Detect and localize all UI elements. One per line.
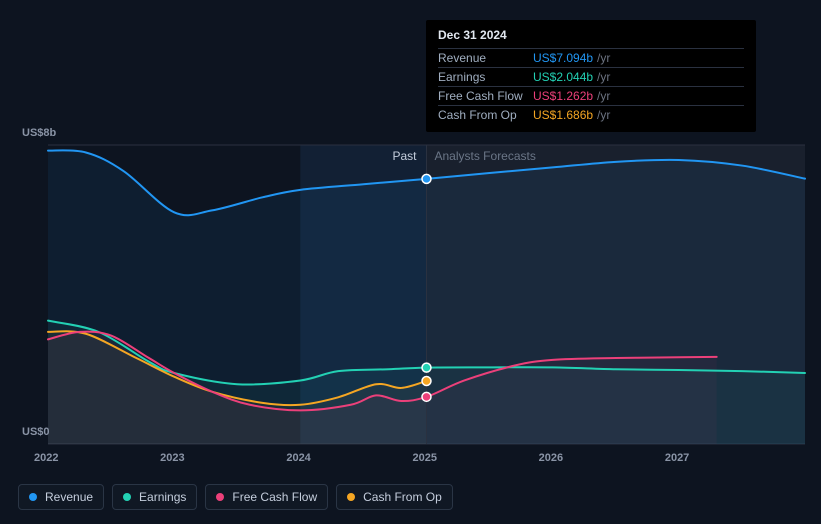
y-axis-label: US$0	[22, 426, 50, 438]
tooltip-row: EarningsUS$2.044b/yr	[438, 67, 744, 86]
tooltip-row-unit: /yr	[597, 70, 610, 84]
chart-container: Dec 31 2024 RevenueUS$7.094b/yrEarningsU…	[0, 0, 821, 524]
x-axis-label: 2026	[539, 452, 563, 464]
x-axis-label: 2024	[286, 452, 310, 464]
legend-item-fcf[interactable]: Free Cash Flow	[205, 484, 328, 510]
legend: Revenue Earnings Free Cash Flow Cash From O…	[18, 484, 453, 510]
legend-item-earnings[interactable]: Earnings	[112, 484, 197, 510]
tooltip-row: RevenueUS$7.094b/yr	[438, 48, 744, 67]
y-axis-label: US$8b	[22, 127, 56, 139]
x-axis-label: 2023	[160, 452, 184, 464]
tooltip-row: Free Cash FlowUS$1.262b/yr	[438, 86, 744, 105]
tooltip-date: Dec 31 2024	[438, 28, 744, 48]
x-axis-label: 2022	[34, 452, 58, 464]
tooltip-row-label: Cash From Op	[438, 108, 533, 122]
legend-item-label: Revenue	[45, 490, 93, 504]
legend-item-label: Cash From Op	[363, 490, 442, 504]
legend-item-cash_from_op[interactable]: Cash From Op	[336, 484, 453, 510]
x-axis-label: 2027	[665, 452, 689, 464]
tooltip-row-label: Revenue	[438, 51, 533, 65]
legend-item-label: Earnings	[139, 490, 186, 504]
tooltip-row-unit: /yr	[597, 108, 610, 122]
past-label: Past	[393, 149, 417, 163]
legend-dot-icon	[347, 493, 355, 501]
forecast-label: Analysts Forecasts	[435, 149, 536, 163]
tooltip-row-label: Earnings	[438, 70, 533, 84]
x-axis-label: 2025	[413, 452, 437, 464]
tooltip-row-unit: /yr	[597, 51, 610, 65]
tooltip-row: Cash From OpUS$1.686b/yr	[438, 105, 744, 124]
legend-dot-icon	[29, 493, 37, 501]
legend-dot-icon	[123, 493, 131, 501]
legend-item-revenue[interactable]: Revenue	[18, 484, 104, 510]
tooltip-panel: Dec 31 2024 RevenueUS$7.094b/yrEarningsU…	[426, 20, 756, 132]
legend-item-label: Free Cash Flow	[232, 490, 317, 504]
tooltip-row-value: US$7.094b	[533, 51, 593, 65]
tooltip-row-value: US$1.686b	[533, 108, 593, 122]
legend-dot-icon	[216, 493, 224, 501]
tooltip-row-label: Free Cash Flow	[438, 89, 533, 103]
tooltip-row-value: US$1.262b	[533, 89, 593, 103]
tooltip-row-unit: /yr	[597, 89, 610, 103]
tooltip-row-value: US$2.044b	[533, 70, 593, 84]
